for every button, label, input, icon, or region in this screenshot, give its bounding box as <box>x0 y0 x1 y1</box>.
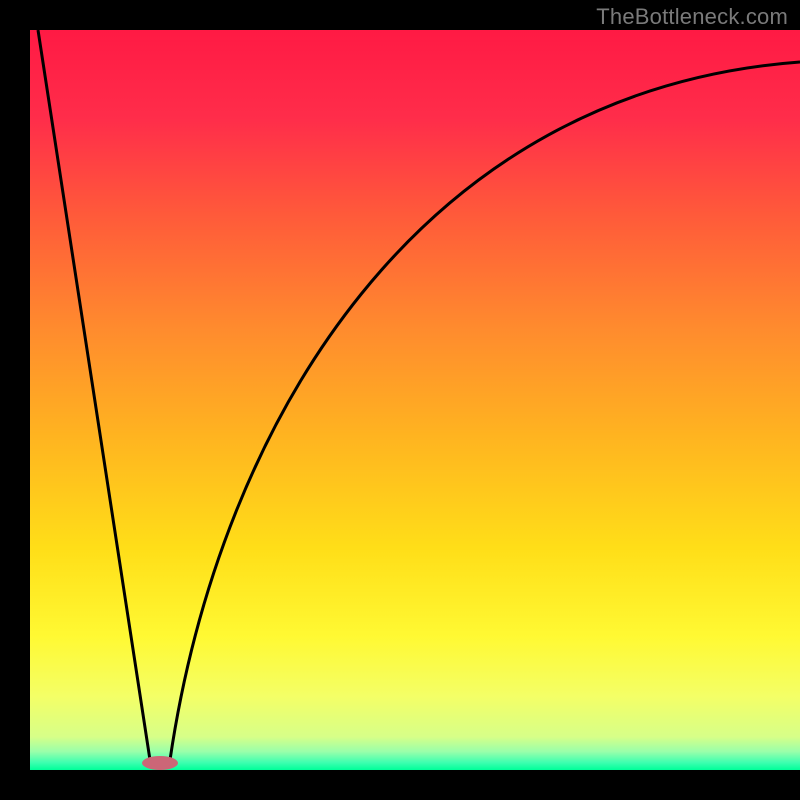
optimal-marker <box>142 756 178 770</box>
y-axis <box>0 0 30 800</box>
bottleneck-chart <box>0 0 800 800</box>
watermark-text: TheBottleneck.com <box>596 4 788 30</box>
plot-background <box>30 30 800 770</box>
x-axis <box>0 770 800 800</box>
chart-container <box>0 0 800 800</box>
